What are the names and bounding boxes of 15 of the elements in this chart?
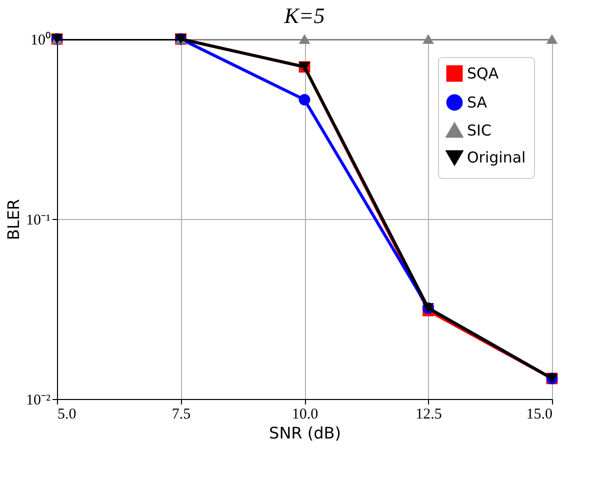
x-tick-label: 5.0	[58, 406, 76, 422]
legend-label: Original	[467, 148, 526, 166]
y-tick-label: 10⁻¹	[26, 212, 50, 228]
x-tick-label: 7.5	[172, 406, 191, 422]
legend-label: SQA	[467, 64, 500, 82]
x-tick-label: 12.5	[416, 406, 442, 422]
x-tick-label: 10.0	[292, 406, 318, 422]
y-axis-title: BLER	[4, 198, 24, 240]
legend-label: SA	[467, 94, 488, 112]
legend-label: SIC	[467, 122, 492, 140]
x-tick-label: 15.0	[526, 406, 552, 422]
chart-title: K=5	[283, 3, 325, 28]
x-axis-title: SNR (dB)	[269, 424, 341, 442]
y-tick-label: 10⁰	[30, 32, 50, 48]
y-tick-label: 10⁻²	[26, 392, 51, 408]
